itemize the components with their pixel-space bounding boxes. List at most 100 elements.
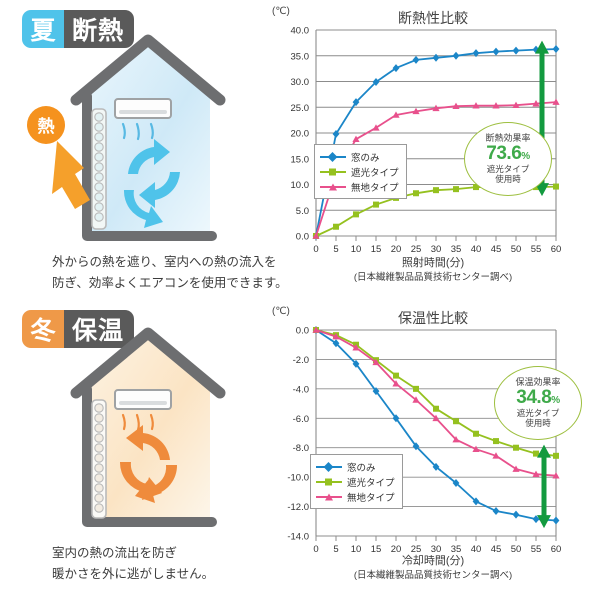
data-point <box>413 385 419 392</box>
data-point <box>312 232 320 239</box>
data-point <box>473 184 479 191</box>
data-point <box>372 124 380 131</box>
x-axis-tick: 35 <box>451 544 462 555</box>
x-axis-tick: 50 <box>511 244 522 255</box>
air-conditioner-icon <box>114 389 172 410</box>
y-axis-tick: 35.0 <box>291 51 310 62</box>
y-axis-tick: 25.0 <box>291 103 310 114</box>
x-axis-tick: 40 <box>471 244 482 255</box>
data-point <box>472 445 480 452</box>
y-axis-tick: -2.0 <box>293 355 309 366</box>
chart-insulation: (℃) 断熱性比較 0.0 5.0 10.0 15.0 20.0 25.0 30.0 35.0… <box>268 4 598 296</box>
badge-summer: 夏 断熱 <box>22 10 135 48</box>
circulation-arrows-icon <box>123 139 180 228</box>
legend-line-swatch <box>320 183 346 190</box>
chart-legend: 窓のみ 遮光タイプ無地タイプ <box>314 144 407 199</box>
circulation-arrows-icon <box>119 425 178 503</box>
callout-retention-rate: 保温効果率 34.8% 遮光タイプ 使用時 <box>494 366 582 440</box>
data-point <box>352 135 360 142</box>
legend-label: 無地タイプ <box>351 182 399 194</box>
badge-kind-label: 保温 <box>64 310 135 348</box>
data-point <box>373 201 379 208</box>
badge-season-label: 冬 <box>22 310 64 348</box>
data-point <box>492 452 500 459</box>
heat-badge-label: 熱 <box>38 116 55 136</box>
legend-line-swatch <box>316 478 342 485</box>
curtain-icon <box>91 108 107 230</box>
y-axis-tick: -12.0 <box>287 502 309 513</box>
data-point <box>532 45 540 54</box>
data-point <box>552 472 560 479</box>
y-axis-tick: 20.0 <box>291 129 310 140</box>
caption-winter: 室内の熱の流出を防ぎ 暖かさを外に逃がしません。 <box>52 543 287 584</box>
curtain-icon <box>91 399 107 519</box>
callout-sub-2: 使用時 <box>525 417 551 428</box>
chart-source-note: (日本繊維製品品質技術センター調べ) <box>353 272 513 283</box>
roof-icon <box>70 34 226 106</box>
data-point <box>392 380 400 387</box>
badge-season-label: 夏 <box>22 10 64 48</box>
data-point <box>512 465 520 472</box>
data-point <box>532 100 540 107</box>
air-conditioner-icon <box>114 98 172 119</box>
legend-marker-diamond-icon <box>323 461 334 472</box>
data-point <box>352 344 360 351</box>
y-axis-tick: 5.0 <box>296 206 309 217</box>
data-point <box>433 405 439 412</box>
x-axis-tick: 10 <box>351 544 362 555</box>
y-axis-tick: 0.0 <box>296 232 309 243</box>
chart-title: 断熱性比較 <box>398 10 468 26</box>
legend-label: 窓のみ <box>347 462 376 474</box>
x-axis-tick: 45 <box>491 244 502 255</box>
badge-kind-label: 断熱 <box>64 10 135 48</box>
data-point <box>412 396 420 403</box>
y-axis-tick: 15.0 <box>291 154 310 165</box>
data-point <box>453 186 459 193</box>
x-axis-tick: 45 <box>491 544 502 555</box>
x-axis-tick: 60 <box>551 544 562 555</box>
x-axis-tick: 30 <box>431 244 442 255</box>
data-point <box>432 414 440 422</box>
legend-label: 窓のみ <box>351 152 380 164</box>
y-axis-tick: -14.0 <box>287 532 309 543</box>
data-point <box>452 436 460 443</box>
legend-item: 遮光タイプ <box>320 164 399 179</box>
legend-line-swatch <box>316 461 342 472</box>
data-point <box>532 470 540 477</box>
y-axis-tick: 0.0 <box>296 326 309 337</box>
data-point <box>353 211 359 218</box>
chart-title: 保温性比較 <box>398 310 468 326</box>
heat-badge-icon: 熱 <box>27 106 65 144</box>
panel-winter: 冬 保温 <box>0 300 600 600</box>
callout-value: 73.6% <box>486 142 530 164</box>
y-axis-unit-label: (℃) <box>272 306 290 317</box>
legend-line-swatch <box>316 493 342 500</box>
legend-item: 無地タイプ <box>316 489 395 504</box>
roof-icon <box>70 327 226 399</box>
legend-marker-triangle-icon <box>325 493 333 500</box>
chart-heat-retention: (℃) 保温性比較 0.0 -2.0 -4.0 -6.0 -8.0 -10.0 -12.0 -… <box>268 304 598 596</box>
callout-sub-1: 遮光タイプ <box>486 163 530 174</box>
x-axis-tick: 20 <box>391 544 402 555</box>
data-point <box>552 45 560 54</box>
data-point <box>492 506 500 515</box>
callout-sub-2: 使用時 <box>495 173 521 184</box>
data-point <box>553 183 559 190</box>
x-axis-tick: 10 <box>351 244 362 255</box>
house-illustration-winter <box>20 320 270 535</box>
legend-label: 無地タイプ <box>347 492 395 504</box>
chart-source-note: (日本繊維製品品質技術センター調べ) <box>353 570 513 581</box>
x-axis-tick: 15 <box>371 244 382 255</box>
legend-marker-diamond-icon <box>327 151 338 162</box>
legend-line-swatch <box>320 151 346 162</box>
caption-line-2: 防ぎ、効率よくエアコンを使用できます。 <box>52 275 288 290</box>
caption-line-1: 外からの熱を遮り、室内への熱の流入を <box>52 255 277 269</box>
caption-line-1: 室内の熱の流出を防ぎ <box>52 546 178 560</box>
data-point <box>432 53 440 62</box>
callout-title: 保温効果率 <box>515 377 561 388</box>
callout-value: 34.8% <box>516 386 560 408</box>
effect-range-arrow-icon <box>537 444 551 529</box>
y-axis-tick: -6.0 <box>293 414 309 425</box>
wall-floor-icon <box>82 91 217 241</box>
y-axis-tick: -8.0 <box>293 443 309 454</box>
